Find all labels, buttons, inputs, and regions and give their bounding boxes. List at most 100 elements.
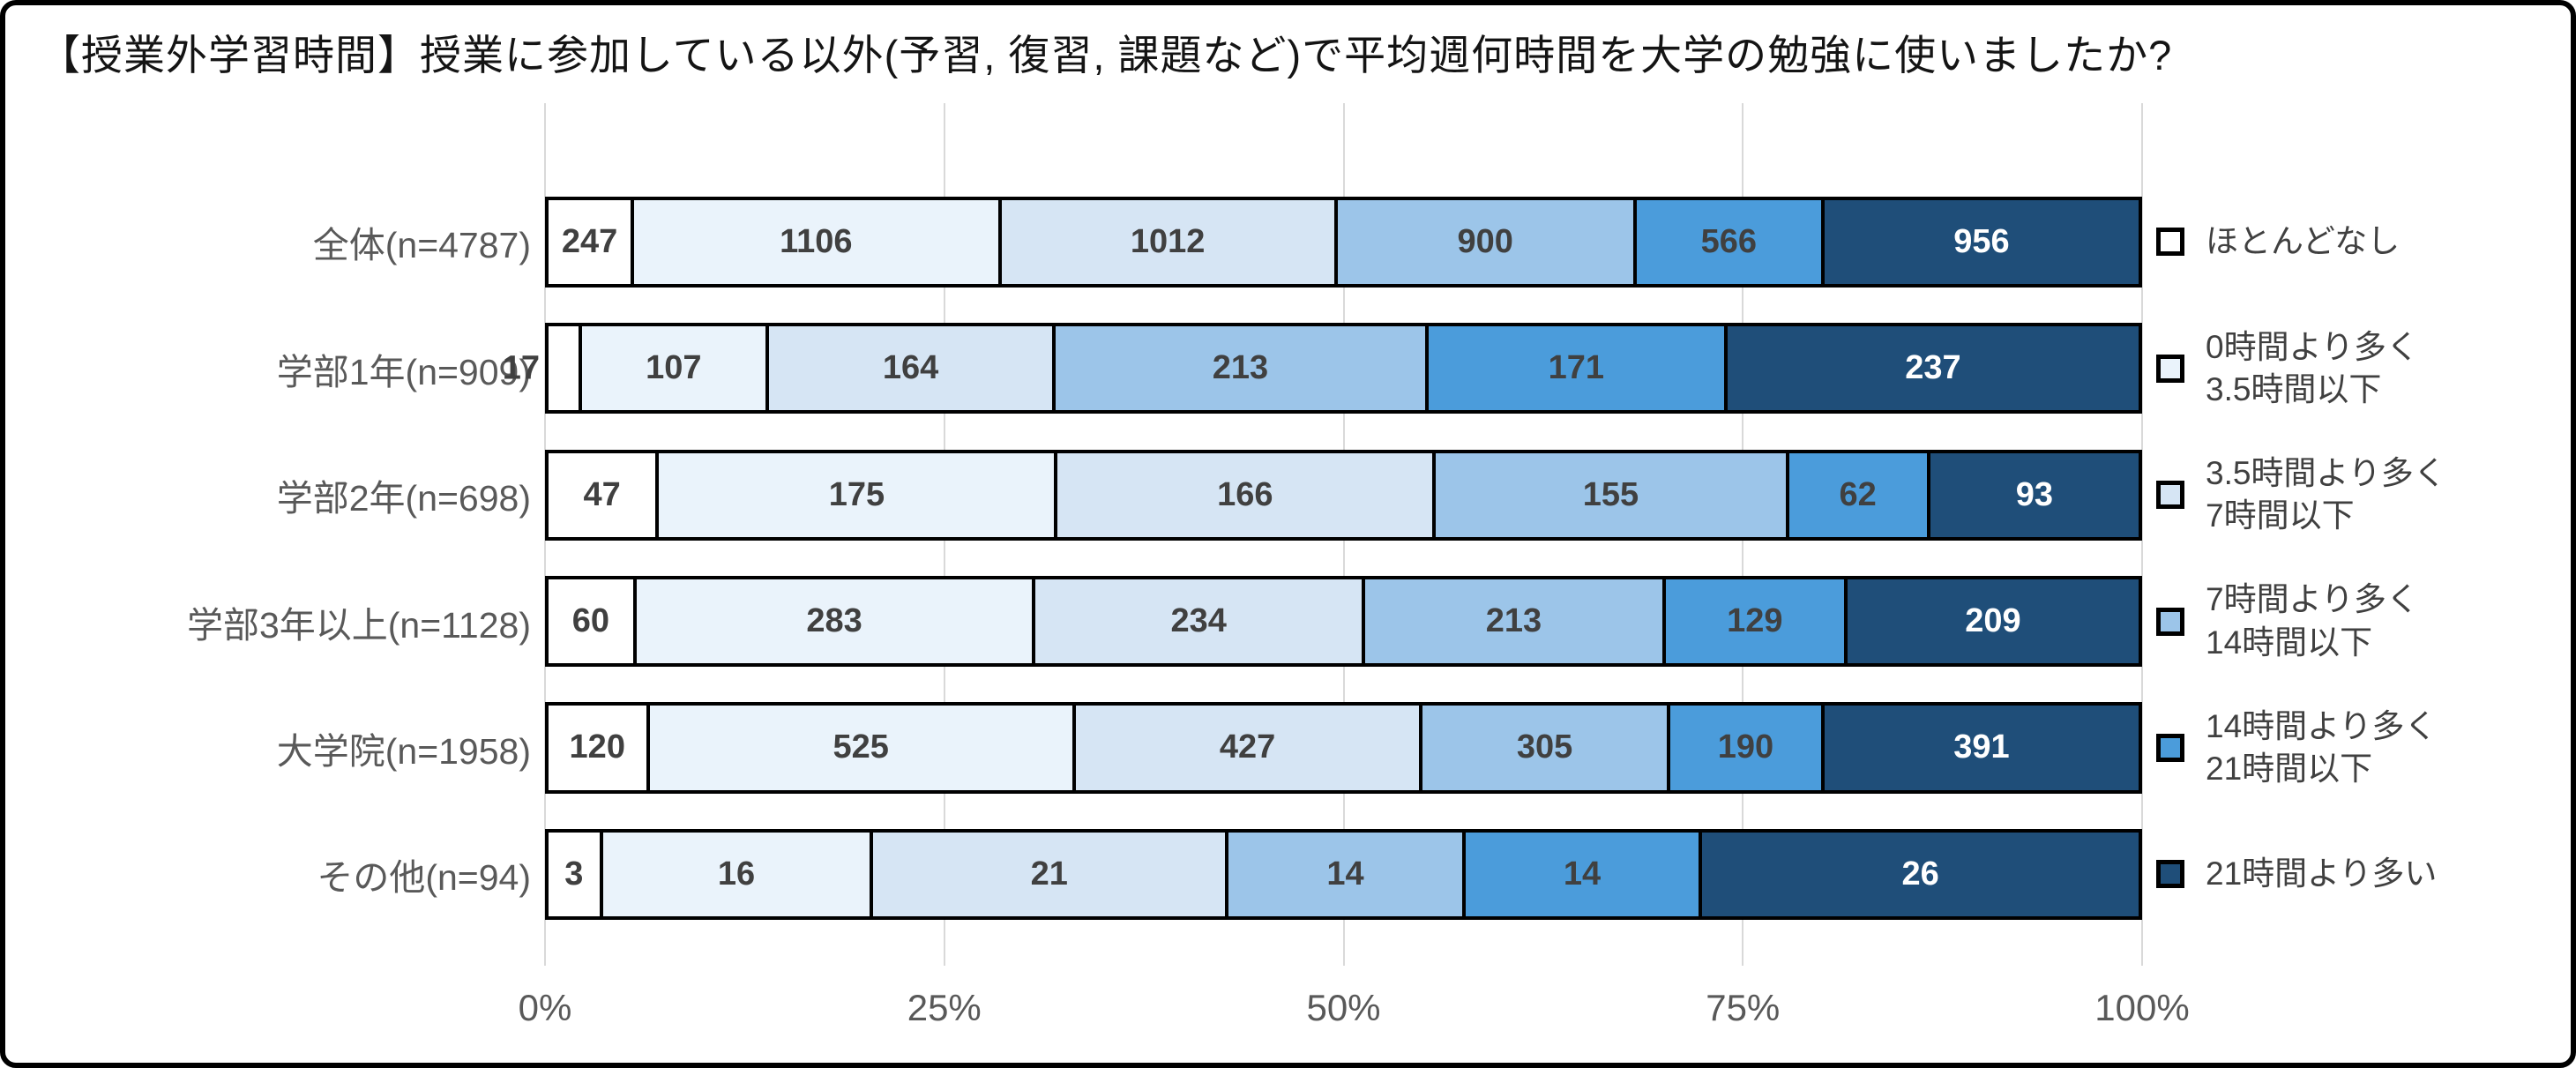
segment-value: 956	[1953, 222, 2010, 260]
bar-segment: 1012	[997, 199, 1334, 285]
segment-value: 93	[2015, 475, 2053, 513]
bar-segment: 525	[646, 706, 1072, 790]
legend-swatch	[2156, 228, 2184, 257]
segment-value: 17	[502, 349, 540, 387]
bar-segment: 391	[1820, 706, 2139, 790]
chart-row: 学部3年以上(n=1128) 60 283 234 213 129 209	[5, 558, 2142, 684]
legend-swatch	[2156, 733, 2184, 762]
chart-main: 全体(n=4787) 247 1106 1012 900 566 956 学部1年(n=909…	[5, 91, 2571, 971]
legend-label: 7時間より多く 14時間以下	[2206, 581, 2419, 661]
segment-value: 237	[1905, 349, 1961, 387]
x-tick-label: 50%	[1306, 987, 1381, 1028]
segment-value: 283	[806, 602, 862, 640]
segment-value: 129	[1727, 602, 1783, 640]
segment-value: 16	[717, 855, 756, 892]
bar-segment: 107	[578, 326, 765, 411]
segment-value: 213	[1212, 349, 1269, 387]
bar-segment: 129	[1661, 579, 1844, 664]
legend-label: ほとんどなし	[2206, 223, 2401, 260]
segment-value: 247	[561, 222, 618, 260]
segment-value: 171	[1548, 349, 1604, 387]
segment-value: 120	[569, 728, 625, 766]
segment-value: 14	[1563, 855, 1602, 892]
legend-label: 14時間より多く 21時間以下	[2206, 707, 2438, 787]
category-label: 学部1年(n=909)	[276, 351, 531, 392]
bar-segment: 234	[1032, 579, 1363, 664]
segment-value: 47	[583, 475, 621, 513]
bar-segment: 305	[1419, 706, 1667, 790]
bar-segment: 237	[1723, 326, 2139, 411]
category-label: 学部3年以上(n=1128)	[186, 604, 531, 646]
segment-value: 155	[1582, 475, 1639, 513]
legend-swatch	[2156, 354, 2184, 383]
bar-segment: 283	[632, 579, 1033, 664]
segment-value: 213	[1485, 602, 1542, 640]
bar-track: 17 107 164 213 171 237	[503, 323, 2142, 415]
bar-segment: 166	[1054, 452, 1433, 537]
x-tick-label: 0%	[518, 987, 572, 1028]
chart-row: その他(n=94) 3 16 21 14 14 26	[5, 811, 2142, 937]
segment-value: 234	[1170, 602, 1227, 640]
bar-segment: 956	[1820, 199, 2139, 285]
segment-value: 1012	[1130, 222, 1206, 260]
chart-row: 学部2年(n=698) 47 175 166 155 62 93	[5, 431, 2142, 557]
legend-item: ほとんどなし	[2156, 179, 2562, 305]
segment-value: 62	[1839, 475, 1877, 513]
bar-segment: 427	[1071, 706, 1420, 790]
bar-segment: 213	[1052, 326, 1425, 411]
segment-value: 107	[646, 349, 702, 387]
bar-segment: 26	[1699, 832, 2139, 916]
bar-segment: 120	[549, 706, 646, 790]
x-tick-label: 75%	[1706, 987, 1781, 1028]
segment-value: 305	[1516, 728, 1573, 766]
segment-value: 14	[1326, 855, 1364, 892]
segment-value: 525	[833, 728, 889, 766]
bar-segment: 566	[1632, 199, 1821, 285]
category-label: 大学院(n=1958)	[276, 730, 531, 772]
legend-swatch	[2156, 481, 2184, 510]
bar-segment: 1106	[631, 199, 998, 285]
segment-value: 21	[1030, 855, 1068, 892]
legend-item: 7時間より多く 14時間以下	[2156, 558, 2562, 684]
legend-label: 0時間より多く 3.5時間以下	[2206, 328, 2419, 407]
bar-track: 120 525 427 305 190 391	[545, 702, 2142, 794]
segment-value: 566	[1700, 222, 1757, 260]
segment-value: 1106	[780, 222, 853, 260]
legend-item: 21時間より多い	[2156, 811, 2562, 937]
bar-track: 60 283 234 213 129 209	[545, 575, 2142, 668]
x-axis: 0% 25% 50% 75% 100%	[519, 971, 2190, 1063]
chart-row: 大学院(n=1958) 120 525 427 305 190 391	[5, 684, 2142, 810]
bar-segment: 14	[1225, 832, 1462, 916]
x-tick-label: 25%	[907, 987, 982, 1028]
bar-segment: 14	[1461, 832, 1699, 916]
chart-row: 学部1年(n=909) 17 107 164 213 171 237	[5, 305, 2142, 431]
legend-item: 0時間より多く 3.5時間以下	[2156, 305, 2562, 431]
bar-segment: 62	[1785, 452, 1927, 537]
bar-track: 247 1106 1012 900 566 956	[545, 196, 2142, 288]
category-label: その他(n=94)	[317, 857, 531, 899]
bar-segment: 247	[549, 199, 631, 285]
bar-track: 47 175 166 155 62 93	[545, 449, 2142, 541]
chart-title: 【授業外学習時間】授業に参加している以外(予習, 復習, 課題など)で平均週何時…	[39, 32, 2173, 78]
bar-segment: 16	[599, 832, 870, 916]
segment-value: 164	[882, 349, 939, 387]
plot-rows: 全体(n=4787) 247 1106 1012 900 566 956 学部1年(n=909…	[5, 91, 2571, 971]
bar-segment: 190	[1666, 706, 1821, 790]
category-label: 学部2年(n=698)	[276, 478, 531, 519]
bar-segment: 175	[655, 452, 1055, 537]
category-label: 全体(n=4787)	[312, 225, 531, 266]
segment-value: 166	[1217, 475, 1273, 513]
bar-segment: 93	[1926, 452, 2139, 537]
bar-segment: 209	[1843, 579, 2139, 664]
gridline	[2141, 102, 2143, 966]
segment-value: 26	[1901, 855, 1939, 892]
bar-track: 3 16 21 14 14 26	[545, 828, 2142, 920]
segment-value: 60	[571, 602, 610, 640]
bar-segment: 3	[549, 832, 600, 916]
segment-value: 391	[1953, 728, 2010, 766]
segment-value: 900	[1457, 222, 1513, 260]
legend-item: 3.5時間より多く 7時間以下	[2156, 431, 2562, 557]
bar-segment: 155	[1432, 452, 1786, 537]
segment-value: 209	[1965, 602, 2021, 640]
bar-segment: 47	[549, 452, 656, 537]
